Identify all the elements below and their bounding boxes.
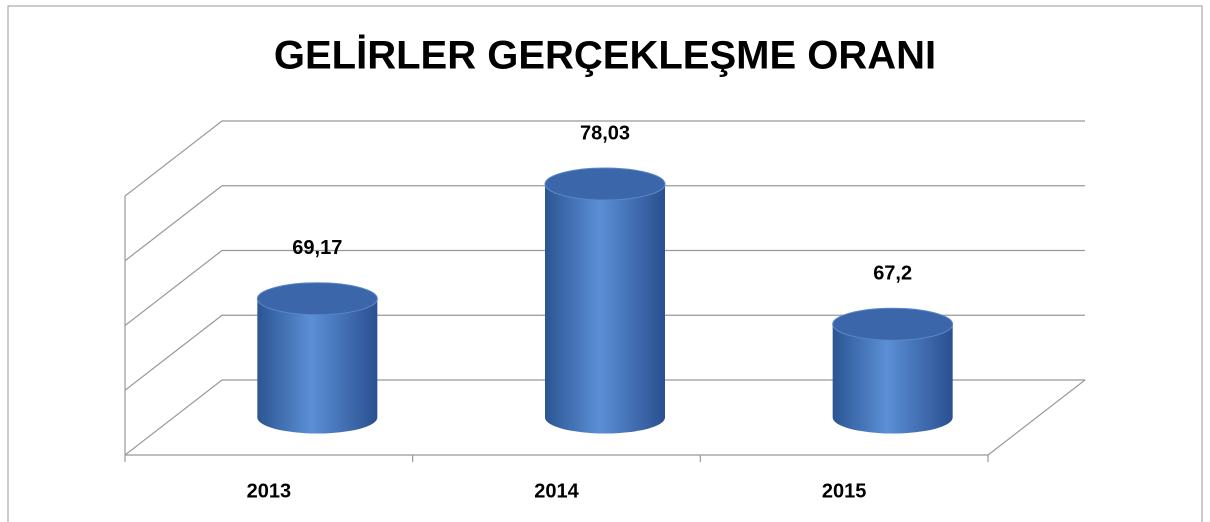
- grid-line: [124, 379, 1085, 456]
- bar: [545, 184, 665, 434]
- grid-line: [124, 314, 1085, 391]
- x-tick-label: 2015: [822, 480, 867, 502]
- bar-top: [256, 282, 378, 316]
- x-tick-label: 2014: [534, 480, 579, 502]
- bar: [257, 298, 378, 434]
- chart-title: GELİRLER GERÇEKLEŞME ORANI: [274, 34, 936, 78]
- bar-top: [832, 307, 954, 341]
- value-label: 69,17: [292, 237, 342, 259]
- grid-line: [124, 120, 1085, 197]
- grid-line: [124, 249, 1085, 326]
- value-label: 78,03: [580, 122, 630, 144]
- frame: [7, 5, 1203, 522]
- x-tick-label: 2013: [247, 480, 292, 502]
- value-label: 67,2: [873, 263, 912, 285]
- bar: [832, 324, 953, 434]
- grid-line: [124, 185, 1085, 262]
- bar-top: [544, 167, 666, 201]
